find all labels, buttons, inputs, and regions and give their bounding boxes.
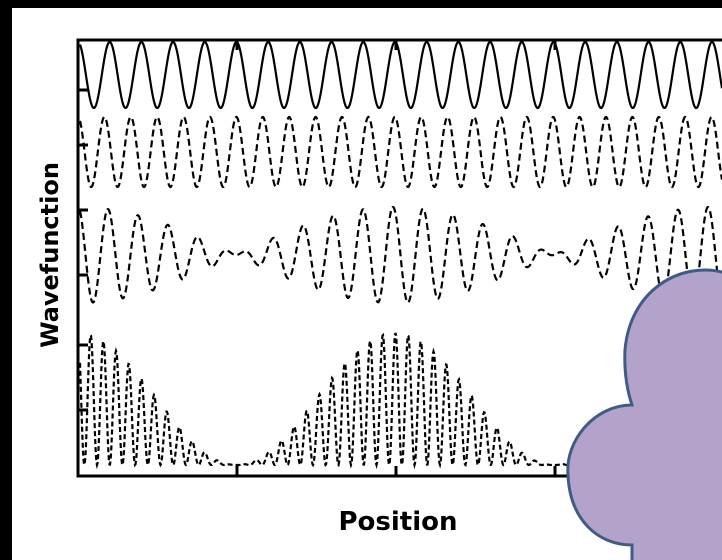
- y-axis-label: Wavefunction: [36, 162, 64, 348]
- plot-frame: [76, 38, 722, 478]
- x-axis-label: Position: [338, 507, 457, 537]
- wave-curve: [78, 205, 722, 304]
- cloud-shape: [566, 268, 722, 560]
- wave-curve: [78, 332, 722, 470]
- wave-curve: [78, 115, 722, 189]
- plot-area: [76, 38, 722, 478]
- wave-curve: [78, 40, 722, 110]
